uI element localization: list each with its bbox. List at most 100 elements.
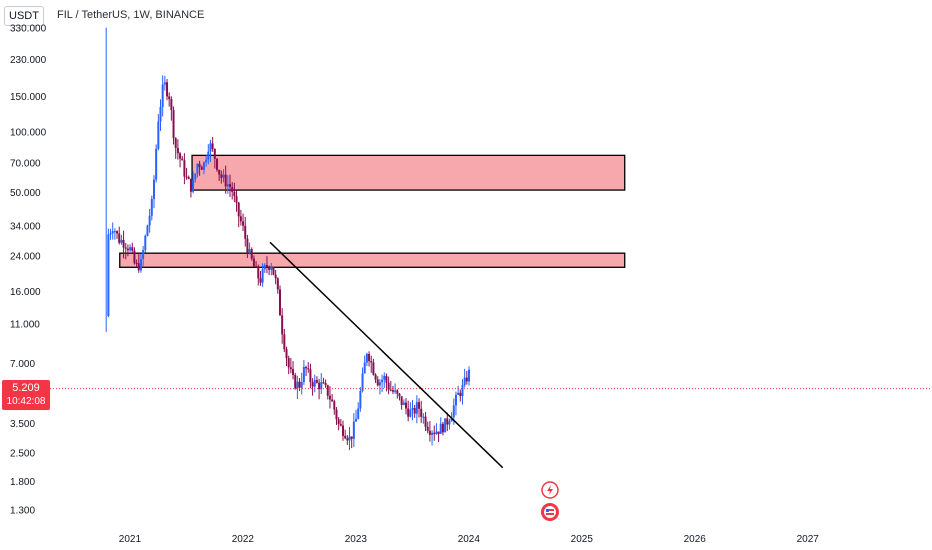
candle: [168, 92, 171, 107]
candle-body: [355, 418, 358, 422]
candle-body: [161, 84, 164, 107]
candle-body: [298, 381, 301, 388]
candle-body: [224, 174, 227, 187]
candle: [426, 421, 429, 434]
candle: [133, 247, 136, 265]
candle-body: [407, 408, 410, 417]
candle-body: [344, 435, 347, 439]
y-tick-label: 100.000: [10, 127, 47, 138]
candle: [346, 435, 349, 446]
candle: [248, 242, 251, 255]
candle: [404, 398, 407, 415]
candle-body: [126, 248, 129, 251]
flash-icon[interactable]: [541, 481, 559, 499]
candle: [437, 431, 440, 443]
candle: [176, 139, 179, 160]
candle: [465, 370, 468, 385]
candle: [441, 421, 444, 436]
candle: [439, 417, 442, 434]
y-tick-label: 2.500: [10, 449, 35, 460]
candle-body: [415, 402, 418, 414]
candle: [400, 396, 403, 410]
candle: [389, 381, 392, 392]
candle-body: [352, 421, 355, 439]
candle: [211, 136, 214, 152]
candle: [350, 436, 353, 449]
candle: [222, 169, 225, 183]
candle-body: [404, 402, 407, 409]
y-tick-label: 24.000: [10, 252, 41, 263]
candle: [292, 361, 295, 380]
candles-layer: [105, 27, 470, 451]
last-price-value: 5.209: [12, 381, 40, 394]
candle-body: [365, 353, 368, 363]
candle-body: [209, 143, 212, 152]
candle: [196, 163, 199, 178]
candle-body: [179, 153, 182, 159]
candle-body: [272, 267, 275, 275]
candle: [344, 429, 347, 440]
candle: [148, 208, 151, 233]
candle-body: [370, 361, 373, 363]
candle-body: [409, 409, 412, 417]
candle: [446, 412, 449, 432]
y-tick-label: 7.000: [10, 359, 35, 370]
candle-body: [174, 138, 177, 148]
candle: [244, 216, 247, 247]
candle: [276, 277, 279, 294]
candle-body: [428, 430, 431, 435]
candle-body: [372, 362, 375, 375]
candle-body: [437, 431, 440, 434]
candle: [305, 365, 308, 377]
candle-body: [200, 167, 203, 170]
candle-body: [196, 163, 199, 174]
candle: [131, 242, 134, 254]
candle: [179, 151, 182, 168]
candle-body: [176, 147, 179, 154]
candle-body: [287, 358, 290, 368]
candle-body: [333, 401, 336, 410]
candle: [116, 230, 119, 239]
candle: [420, 400, 423, 424]
candle: [144, 234, 147, 253]
y-tick-label: 150.000: [10, 92, 47, 103]
candle: [274, 270, 277, 285]
candle: [387, 376, 390, 395]
candle-body: [255, 266, 258, 268]
candle-body: [181, 158, 184, 161]
flag-icon[interactable]: [541, 503, 559, 521]
resistance-zone-2[interactable]: [119, 252, 626, 268]
candle-body: [439, 423, 442, 434]
candle-body: [452, 405, 455, 418]
candle-body: [326, 385, 329, 396]
candle: [331, 394, 334, 402]
candle-body: [202, 162, 205, 170]
candle-body: [341, 425, 344, 436]
candle-body: [137, 263, 140, 271]
candle: [298, 378, 301, 392]
candle: [242, 213, 245, 232]
candle-body: [172, 110, 175, 139]
candle-body: [454, 394, 457, 406]
candle: [146, 224, 149, 237]
candle-body: [313, 380, 316, 387]
candle-body: [250, 249, 253, 259]
candle-body: [257, 266, 260, 279]
candle: [185, 167, 188, 180]
candle-body: [435, 431, 438, 434]
candle-body: [383, 376, 386, 380]
bar-countdown: 10:42:08: [6, 395, 46, 407]
candle-body: [211, 143, 214, 149]
candle-body: [444, 418, 447, 433]
candle-body: [226, 184, 229, 187]
candle: [391, 385, 394, 395]
resistance-zone-1[interactable]: [191, 154, 626, 191]
candle: [352, 413, 355, 448]
candle-body: [109, 233, 112, 235]
currency-selector[interactable]: USDT: [4, 6, 44, 26]
descending-trendline[interactable]: [269, 241, 504, 469]
candle-body: [135, 263, 138, 265]
y-tick-label: 1.300: [10, 505, 35, 516]
candle: [122, 230, 125, 259]
